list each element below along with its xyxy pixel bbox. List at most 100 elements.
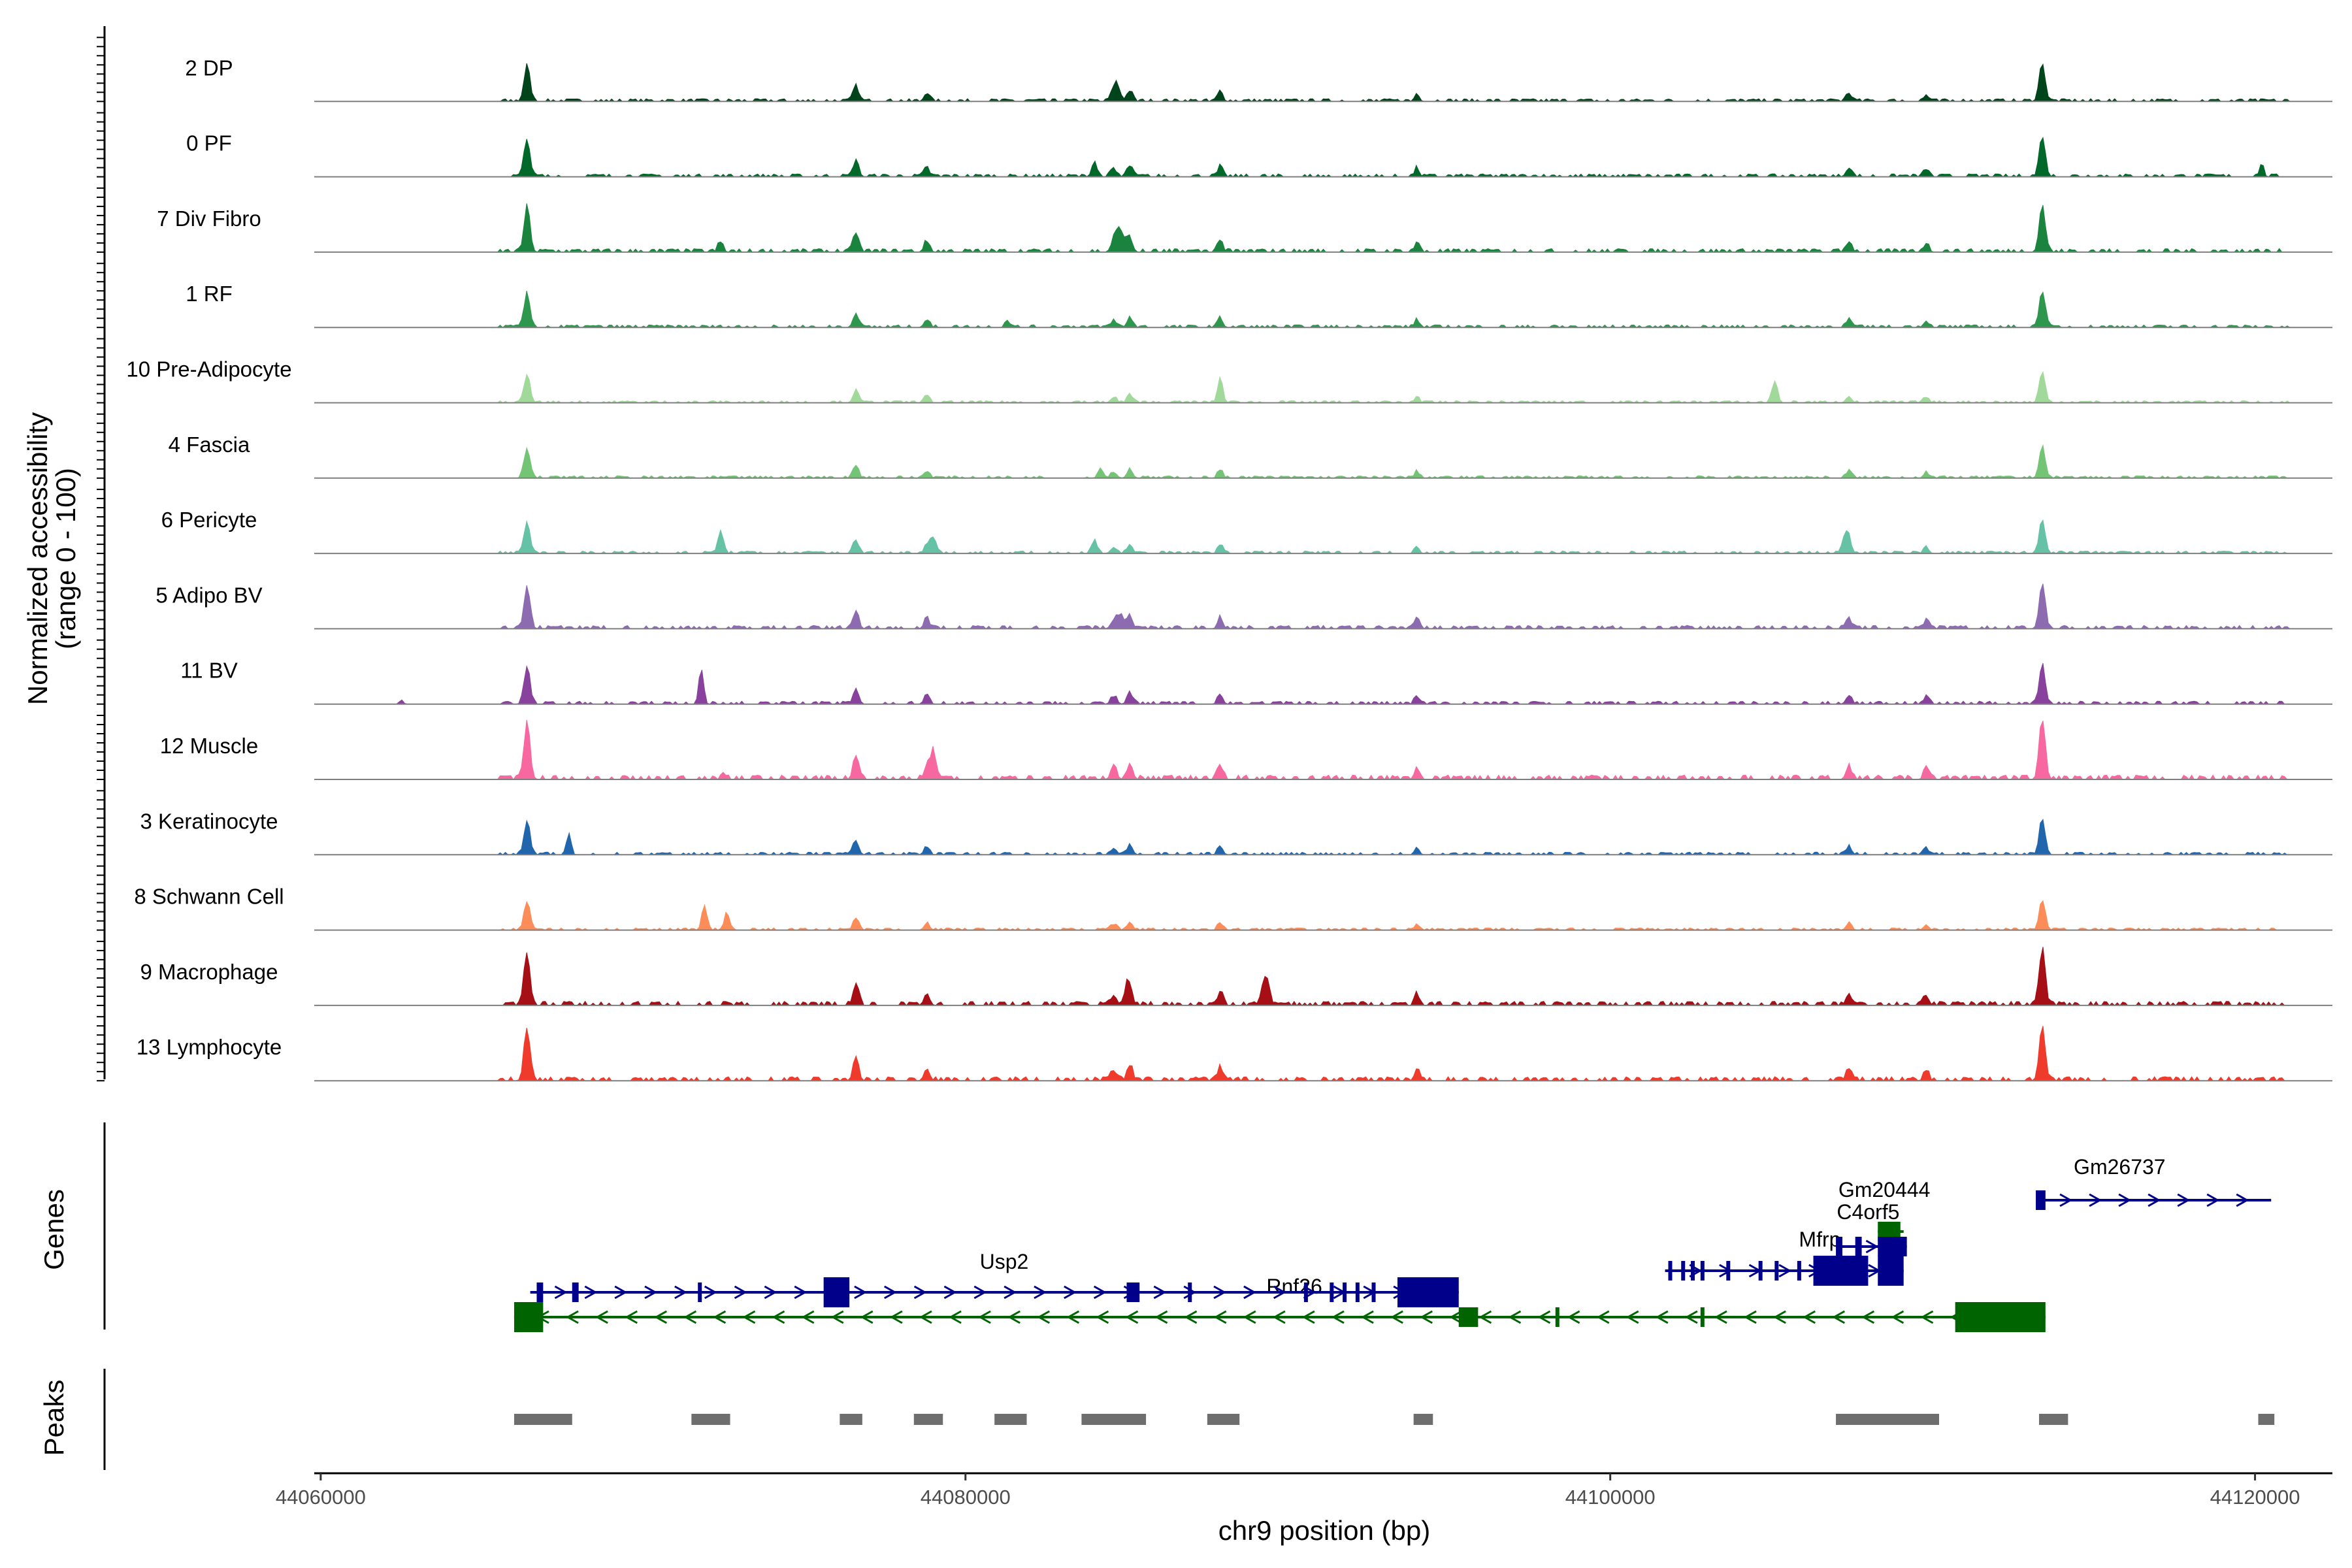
track-label: 12 Muscle bbox=[160, 734, 258, 758]
x-tick-label: 44060000 bbox=[276, 1486, 366, 1509]
track-signal bbox=[314, 583, 2332, 630]
strand-arrow bbox=[2059, 1193, 2073, 1207]
track-label: 3 Keratinocyte bbox=[140, 809, 278, 833]
gene-label: Gm26737 bbox=[2074, 1155, 2166, 1179]
y-axis-title: Normalized accessibility bbox=[22, 412, 53, 705]
strand-arrow bbox=[1625, 1310, 1639, 1324]
x-axis-title: chr9 position (bp) bbox=[1218, 1515, 1431, 1546]
gene-exon bbox=[1878, 1237, 1907, 1256]
strand-arrow bbox=[1920, 1310, 1934, 1324]
track-label: 1 RF bbox=[186, 282, 233, 306]
strand-arrow bbox=[801, 1310, 815, 1324]
track-1-rf: 1 RF bbox=[186, 282, 2332, 329]
track-0-pf: 0 PF bbox=[186, 131, 2332, 178]
strand-arrow bbox=[1066, 1310, 1080, 1324]
strand-arrow bbox=[913, 1285, 927, 1299]
strand-arrow bbox=[1096, 1310, 1109, 1324]
gene-exon bbox=[1343, 1282, 1347, 1302]
gene-strand bbox=[1836, 1237, 1907, 1256]
gene-exon bbox=[1855, 1237, 1862, 1256]
gene-strand bbox=[530, 1277, 1459, 1307]
strand-arrow bbox=[1567, 1310, 1580, 1324]
track-5-adipo-bv: 5 Adipo BV bbox=[155, 583, 2332, 630]
strand-arrow bbox=[1004, 1285, 1017, 1299]
track-label: 0 PF bbox=[186, 131, 232, 155]
track-12-muscle: 12 Muscle bbox=[160, 719, 2332, 780]
track-11-bv: 11 BV bbox=[180, 659, 2332, 705]
gene-exon bbox=[1555, 1307, 1560, 1327]
strand-arrow bbox=[2118, 1193, 2132, 1207]
strand-arrow bbox=[742, 1310, 756, 1324]
strand-arrow bbox=[1655, 1310, 1669, 1324]
gene-exon bbox=[514, 1302, 544, 1332]
gene-exon bbox=[1758, 1261, 1763, 1281]
strand-arrow bbox=[764, 1285, 777, 1299]
strand-arrow bbox=[584, 1285, 598, 1299]
strand-arrow bbox=[1093, 1285, 1107, 1299]
strand-arrow bbox=[1596, 1310, 1610, 1324]
peak-region bbox=[1081, 1414, 1147, 1425]
strand-arrow bbox=[1007, 1310, 1021, 1324]
gene-exon bbox=[1691, 1261, 1695, 1281]
strand-arrow bbox=[949, 1310, 962, 1324]
track-2-dp: 2 DP bbox=[185, 56, 2332, 103]
strand-arrow bbox=[1064, 1285, 1077, 1299]
strand-arrow bbox=[566, 1310, 579, 1324]
track-7-div-fibro: 7 Div Fibro bbox=[157, 203, 2332, 253]
strand-arrow bbox=[2236, 1193, 2249, 1207]
gene-exon bbox=[1458, 1307, 1478, 1327]
gene-exon bbox=[823, 1277, 850, 1307]
strand-arrow bbox=[883, 1285, 897, 1299]
track-signal bbox=[314, 290, 2332, 328]
gene-exon bbox=[1797, 1261, 1801, 1281]
genes-panel-label: Genes bbox=[39, 1189, 69, 1270]
peak-region bbox=[1207, 1414, 1240, 1425]
y-axis-subtitle: (range 0 - 100) bbox=[50, 468, 81, 649]
track-signal bbox=[314, 137, 2332, 178]
gene-label: C4orf5 bbox=[1837, 1200, 1899, 1224]
track-label: 8 Schwann Cell bbox=[134, 885, 284, 909]
gene-exon bbox=[1681, 1261, 1686, 1281]
track-signal bbox=[314, 444, 2332, 479]
track-signal bbox=[314, 370, 2332, 404]
track-label: 6 Pericyte bbox=[161, 508, 257, 532]
strand-arrow bbox=[2177, 1193, 2191, 1207]
strand-arrow bbox=[1243, 1310, 1256, 1324]
strand-arrow bbox=[1891, 1310, 1904, 1324]
strand-arrow bbox=[978, 1310, 991, 1324]
track-3-keratinocyte: 3 Keratinocyte bbox=[140, 809, 2332, 856]
strand-arrow bbox=[1865, 1239, 1879, 1254]
gene-exon bbox=[1397, 1277, 1459, 1307]
strand-arrow bbox=[654, 1310, 668, 1324]
track-4-fascia: 4 Fascia bbox=[169, 433, 2332, 479]
track-signal bbox=[314, 719, 2332, 780]
strand-arrow bbox=[943, 1285, 957, 1299]
track-signal bbox=[314, 819, 2332, 855]
track-signal bbox=[314, 947, 2332, 1006]
gene-exon bbox=[1355, 1282, 1360, 1302]
strand-arrow bbox=[1390, 1310, 1403, 1324]
gene-strand bbox=[1665, 1256, 1904, 1286]
strand-arrow bbox=[919, 1310, 932, 1324]
strand-arrow bbox=[734, 1285, 747, 1299]
accessibility-tracks: 2 DP 0 PF 7 Div Fibro 1 RF 10 Pre-Adipocyte 4… bbox=[97, 26, 2332, 1082]
strand-arrow bbox=[1272, 1310, 1286, 1324]
strand-arrow bbox=[1861, 1310, 1875, 1324]
track-13-lymphocyte: 13 Lymphocyte bbox=[137, 1026, 2332, 1082]
track-10-pre-adipocyte: 10 Pre-Adipocyte bbox=[126, 357, 2332, 404]
strand-arrow bbox=[674, 1285, 687, 1299]
peaks-panel-label: Peaks bbox=[39, 1380, 69, 1456]
strand-arrow bbox=[1183, 1285, 1197, 1299]
strand-arrow bbox=[1034, 1285, 1047, 1299]
track-signal bbox=[314, 1026, 2332, 1082]
peak-region bbox=[1413, 1414, 1433, 1425]
strand-arrow bbox=[683, 1310, 697, 1324]
gene-exon bbox=[1878, 1256, 1904, 1286]
strand-arrow bbox=[1508, 1310, 1522, 1324]
track-label: 13 Lymphocyte bbox=[137, 1035, 282, 1059]
strand-arrow bbox=[1125, 1310, 1139, 1324]
x-tick-label: 44100000 bbox=[1565, 1486, 1656, 1509]
strand-arrow bbox=[1361, 1310, 1374, 1324]
track-label: 9 Macrophage bbox=[140, 960, 278, 984]
